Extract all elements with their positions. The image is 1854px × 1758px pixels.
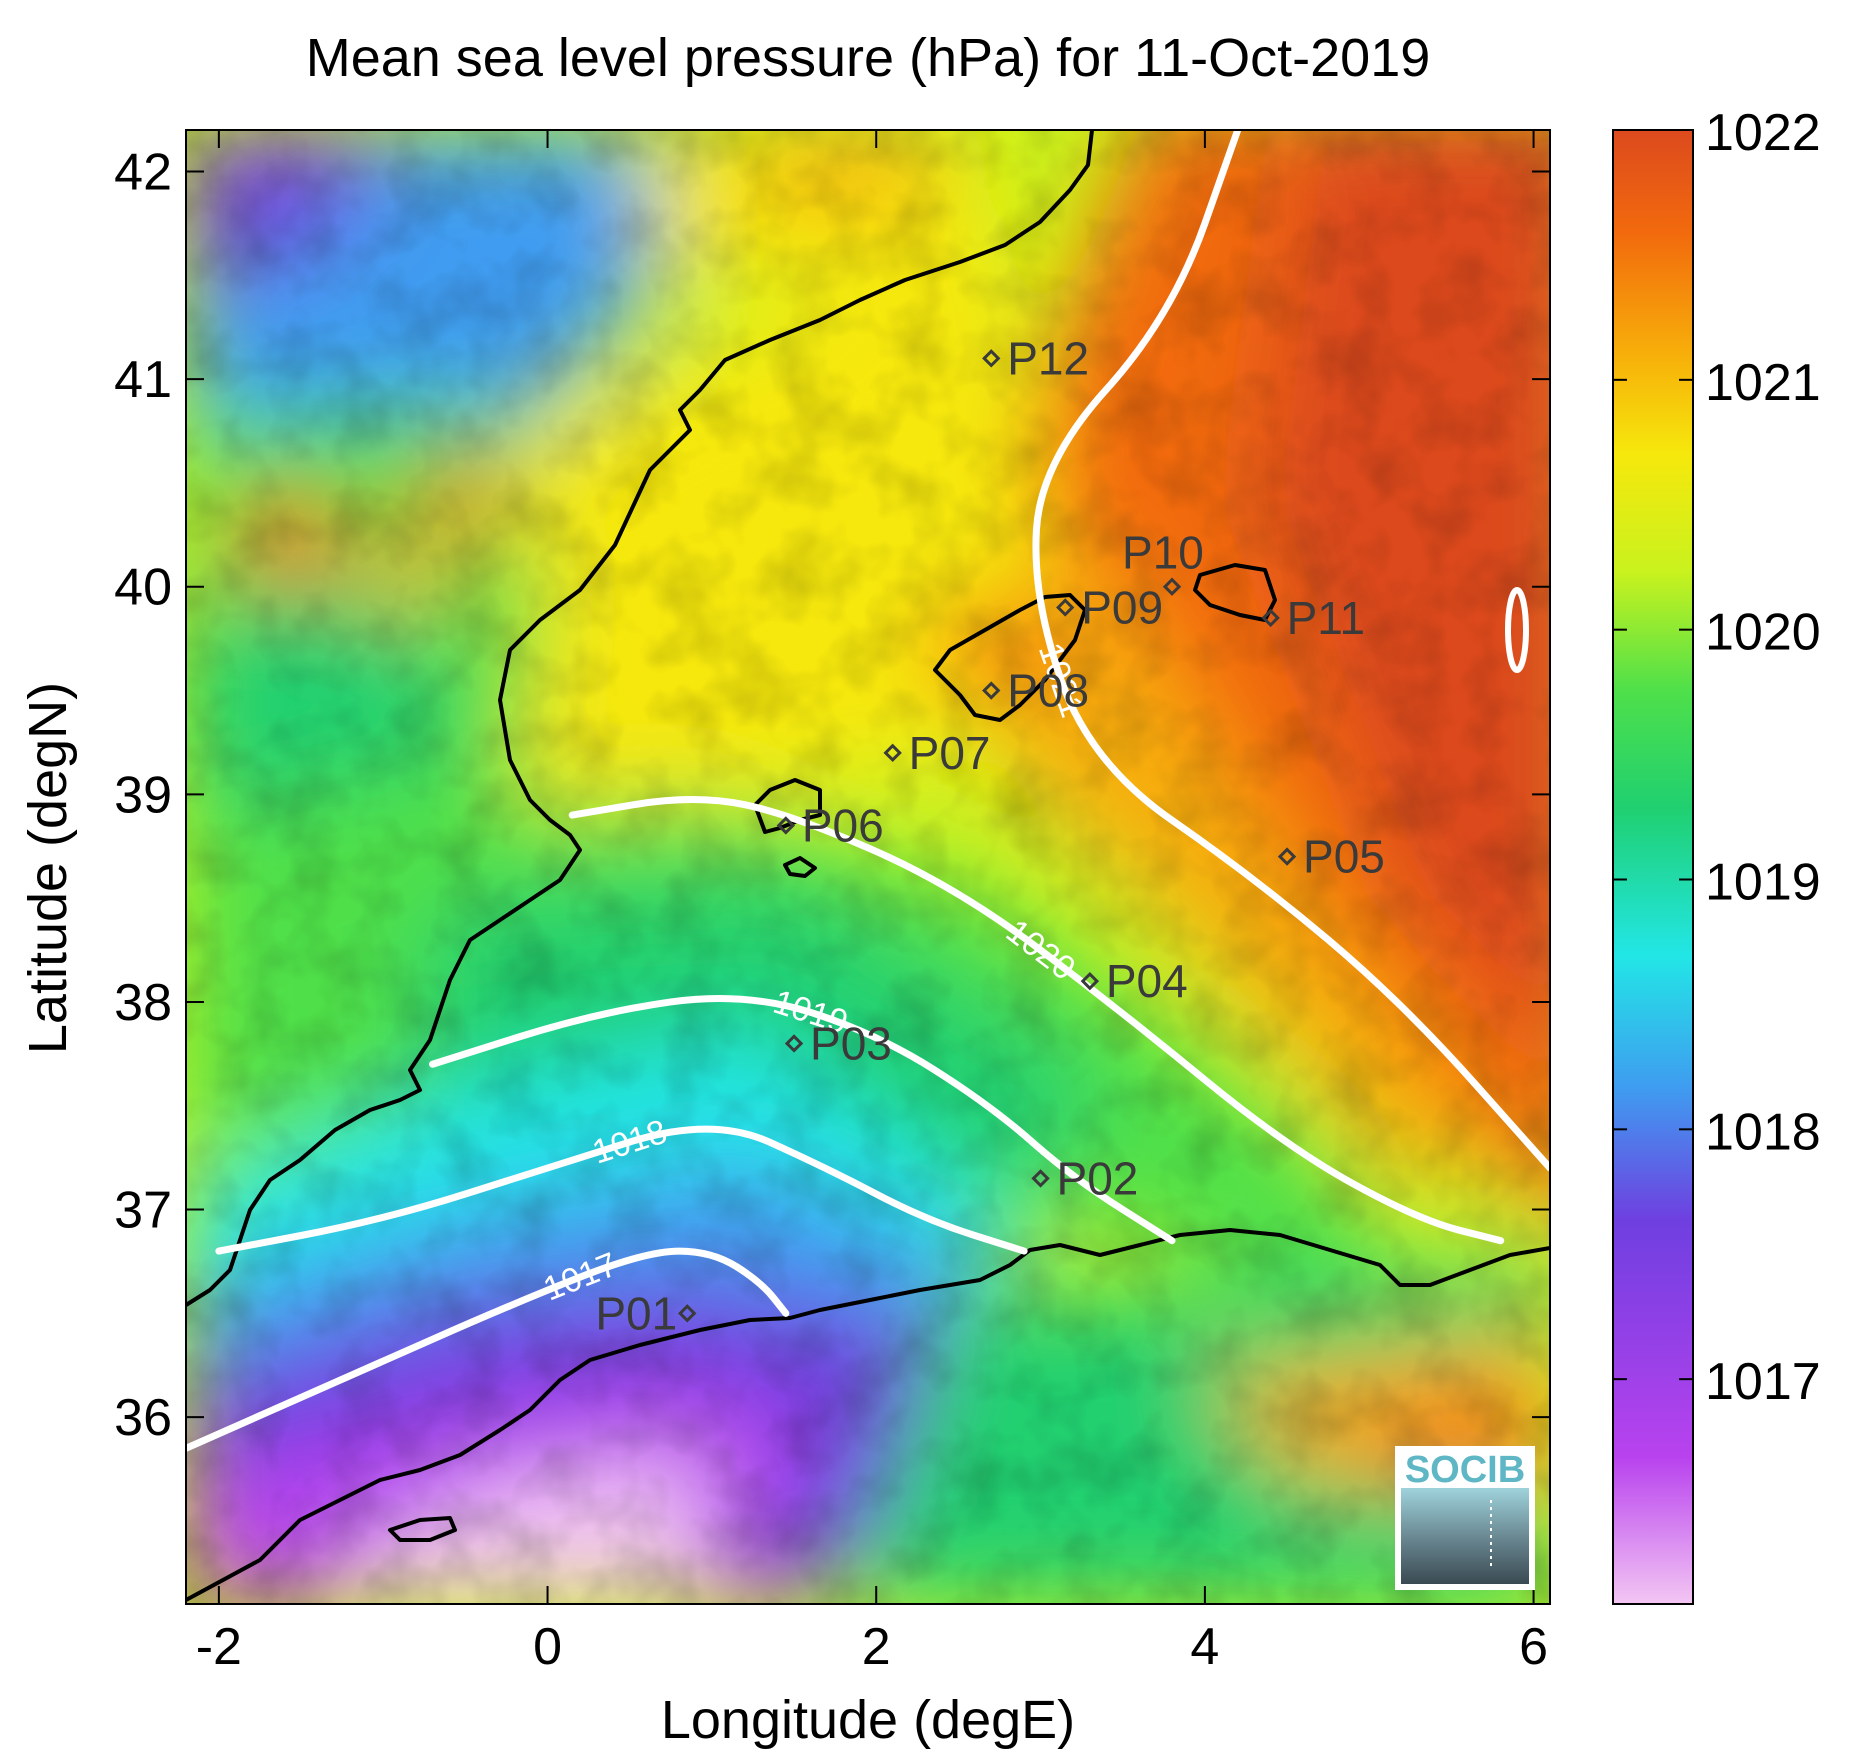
formentera-coast [783,856,817,878]
point-marker-p05 [1277,847,1297,866]
x-tick-label: 6 [1519,1618,1548,1676]
mallorca-coast [933,593,1087,722]
x-tick-label: -2 [196,1618,242,1676]
point-label: P06 [802,799,884,851]
point-label: P05 [1303,831,1385,883]
iberia-coast [186,130,1094,1307]
point-marker-p04 [1080,971,1100,991]
y-axis: 36 37 38 39 40 41 42 [114,144,1550,1447]
point-marker-p07 [883,743,902,763]
colorbar-tick-label: 1021 [1705,354,1821,412]
point-marker-p02 [1031,1169,1050,1188]
closed-contour [1505,587,1529,673]
point-label: P02 [1057,1152,1139,1204]
point-label: P03 [810,1017,892,1069]
x-axis: -2 0 2 4 6 [196,130,1548,1676]
ibiza-coast [753,778,822,834]
colorbar-tick-label: 1018 [1705,1103,1821,1161]
point-label: P08 [1007,665,1089,717]
y-axis-label: Latitude (degN) [18,682,78,1054]
y-tick-label: 38 [114,974,172,1032]
point-label: P09 [1081,581,1163,633]
x-tick-label: 0 [533,1618,562,1676]
y-tick-label: 40 [114,559,172,617]
y-tick-label: 37 [114,1182,172,1240]
y-tick-label: 42 [114,144,172,202]
field-texture [186,130,1550,1604]
colorbar-tick-label: 1020 [1705,604,1821,662]
point-label: P12 [1007,332,1089,384]
africa-coast [186,1228,1550,1602]
y-tick-label: 39 [114,766,172,824]
y-tick-label: 41 [114,351,172,409]
point-marker-p03 [784,1034,804,1053]
colorbar-gradient [1612,129,1694,1605]
point-marker-p10 [1162,577,1182,596]
point-marker-p09 [1056,598,1075,617]
contour-lines [186,130,1550,1452]
logo-text: SOCIB [1405,1449,1525,1491]
point-label: P10 [1122,527,1204,579]
contour-1018 [215,1125,1028,1255]
point-marker-p08 [982,681,1001,700]
point-label: P11 [1287,592,1365,644]
contour-1020 [568,796,1505,1245]
point-label: P04 [1106,955,1188,1007]
point-label: P01 [595,1287,677,1339]
map-frame [185,129,1551,1605]
x-axis-label: Longitude (degE) [661,1690,1075,1750]
colorbar-ticks: 1017 1018 1019 1020 1021 1022 [1613,104,1821,1411]
contour-1017 [186,1247,790,1452]
x-tick-label: 2 [862,1618,891,1676]
y-tick-label: 36 [114,1389,172,1447]
point-marker-p06 [776,816,796,835]
colorbar-tick-label: 1019 [1705,853,1821,911]
colorbar-tick-label: 1017 [1705,1353,1821,1411]
point-label: P07 [909,727,991,779]
contour-1021 [1032,130,1550,1172]
point-marker-p01 [678,1304,697,1323]
socib-logo: SOCIB [1395,1446,1535,1590]
colorbar: 1017 1018 1019 1020 1021 1022 [1612,104,1821,1605]
alboran-coast [388,1516,457,1542]
colorbar-tick-label: 1022 [1705,104,1821,162]
chart-title: Mean sea level pressure (hPa) for 11-Oct… [306,28,1431,88]
x-tick-label: 4 [1190,1618,1219,1676]
contour-1019 [429,994,1176,1245]
point-marker-p12 [982,349,1001,368]
point-marker-p11 [1261,608,1280,628]
